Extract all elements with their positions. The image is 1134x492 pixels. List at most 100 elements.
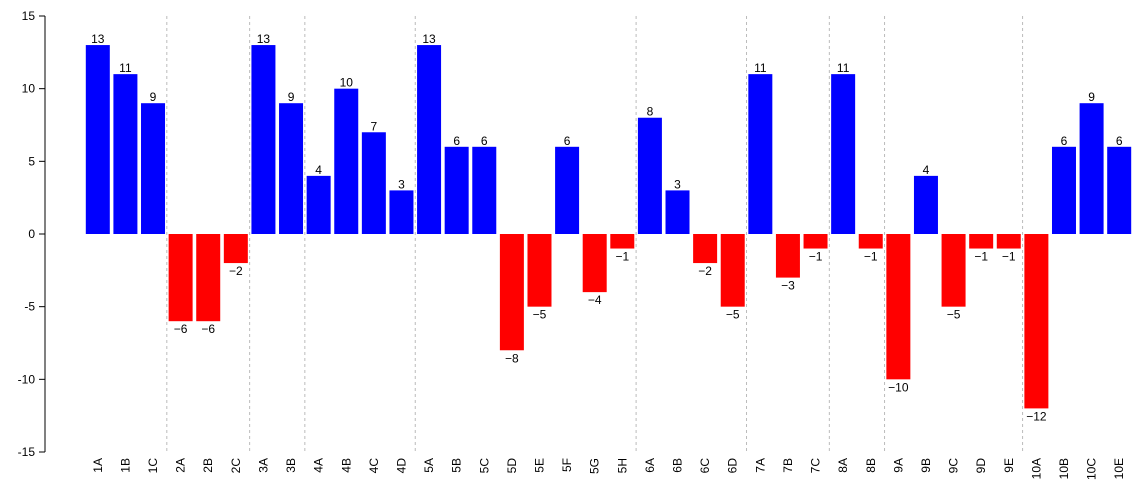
value-label: 6: [481, 134, 488, 148]
bar: [444, 146, 469, 234]
value-label: 6: [1116, 134, 1123, 148]
x-tick-label: 8A: [836, 458, 850, 473]
value-label: −10: [888, 380, 909, 394]
value-label: −1: [974, 250, 988, 264]
bar: [141, 103, 166, 234]
value-label: 13: [422, 32, 436, 46]
bar: [969, 234, 994, 249]
bar: [748, 74, 773, 234]
bar: [223, 234, 248, 264]
x-tick-label: 5D: [505, 458, 519, 474]
bar: [637, 117, 662, 234]
bar: [1079, 103, 1104, 234]
x-tick-label: 4B: [339, 458, 353, 473]
value-label: −5: [726, 308, 740, 322]
value-label: 7: [371, 119, 378, 133]
x-tick-label: 9C: [947, 458, 961, 474]
value-label: 11: [754, 61, 767, 75]
value-label: −6: [174, 322, 188, 336]
y-tick-label: 0: [28, 227, 35, 241]
bar: [279, 103, 304, 234]
x-tick-label: 10B: [1057, 458, 1071, 479]
x-tick-label: 1C: [146, 458, 160, 474]
x-tick-label: 2B: [201, 458, 215, 473]
x-tick-label: 6B: [671, 458, 685, 473]
bar: [389, 190, 414, 234]
x-tick-label: 5C: [477, 458, 491, 474]
x-tick-label: 3B: [284, 458, 298, 473]
value-label: −1: [615, 250, 629, 264]
value-label: 6: [1061, 134, 1068, 148]
bar: [1107, 146, 1132, 234]
value-label: 13: [91, 32, 105, 46]
value-label: −8: [505, 351, 519, 365]
value-label: 4: [315, 163, 322, 177]
x-tick-label: 5B: [450, 458, 464, 473]
value-label: −3: [781, 279, 795, 293]
x-tick-label: 5A: [422, 458, 436, 473]
x-tick-label: 7B: [781, 458, 795, 473]
value-label: 13: [257, 32, 271, 46]
value-label: 6: [453, 134, 460, 148]
bar: [582, 234, 607, 293]
bar: [85, 45, 110, 234]
bar: [610, 234, 635, 249]
value-label: −12: [1026, 409, 1047, 423]
value-label: 9: [150, 90, 157, 104]
bar: [1051, 146, 1076, 234]
y-tick-label: 5: [28, 154, 35, 168]
y-tick-label: 15: [22, 9, 36, 23]
value-label: 9: [1088, 90, 1095, 104]
bar: [720, 234, 745, 307]
x-tick-label: 10A: [1029, 458, 1043, 479]
bar: [665, 190, 690, 234]
x-tick-label: 9B: [919, 458, 933, 473]
x-tick-label: 6D: [726, 458, 740, 474]
value-label: −1: [809, 250, 823, 264]
bar: [417, 45, 442, 234]
x-tick-label: 9D: [974, 458, 988, 474]
bar: [499, 234, 524, 351]
x-tick-label: 4C: [367, 458, 381, 474]
bar: [803, 234, 828, 249]
bar: [996, 234, 1021, 249]
bar: [168, 234, 193, 322]
y-tick-label: 10: [22, 82, 36, 96]
x-tick-label: 4D: [394, 458, 408, 474]
bar: [858, 234, 883, 249]
bar: [886, 234, 911, 380]
x-tick-label: 3A: [256, 458, 270, 473]
x-tick-label: 2C: [229, 458, 243, 474]
x-tick-label: 1A: [91, 458, 105, 473]
x-tick-label: 9A: [891, 458, 905, 473]
x-tick-label: 1B: [118, 458, 132, 473]
bar: [196, 234, 221, 322]
bar: [693, 234, 718, 264]
x-tick-label: 4A: [312, 458, 326, 473]
x-tick-label: 10E: [1112, 458, 1126, 479]
value-label: −5: [533, 308, 547, 322]
y-tick-label: -5: [24, 300, 35, 314]
bar: [775, 234, 800, 278]
y-tick-label: -15: [18, 445, 36, 459]
x-tick-label: 5F: [560, 458, 574, 472]
value-label: −2: [698, 264, 712, 278]
x-tick-label: 7A: [753, 458, 767, 473]
bar: [527, 234, 552, 307]
value-label: −4: [588, 293, 602, 307]
bar: [555, 146, 580, 234]
value-label: 4: [923, 163, 930, 177]
value-label: 3: [674, 177, 681, 191]
value-label: −5: [947, 308, 961, 322]
x-tick-label: 6C: [698, 458, 712, 474]
value-label: −2: [229, 264, 243, 278]
x-tick-label: 5E: [532, 458, 546, 473]
x-tick-label: 5G: [588, 458, 602, 474]
bar: [913, 175, 938, 234]
value-label: 6: [564, 134, 571, 148]
value-label: −1: [864, 250, 878, 264]
x-tick-label: 8B: [864, 458, 878, 473]
x-tick-label: 9E: [1002, 458, 1016, 473]
bar: [831, 74, 856, 234]
